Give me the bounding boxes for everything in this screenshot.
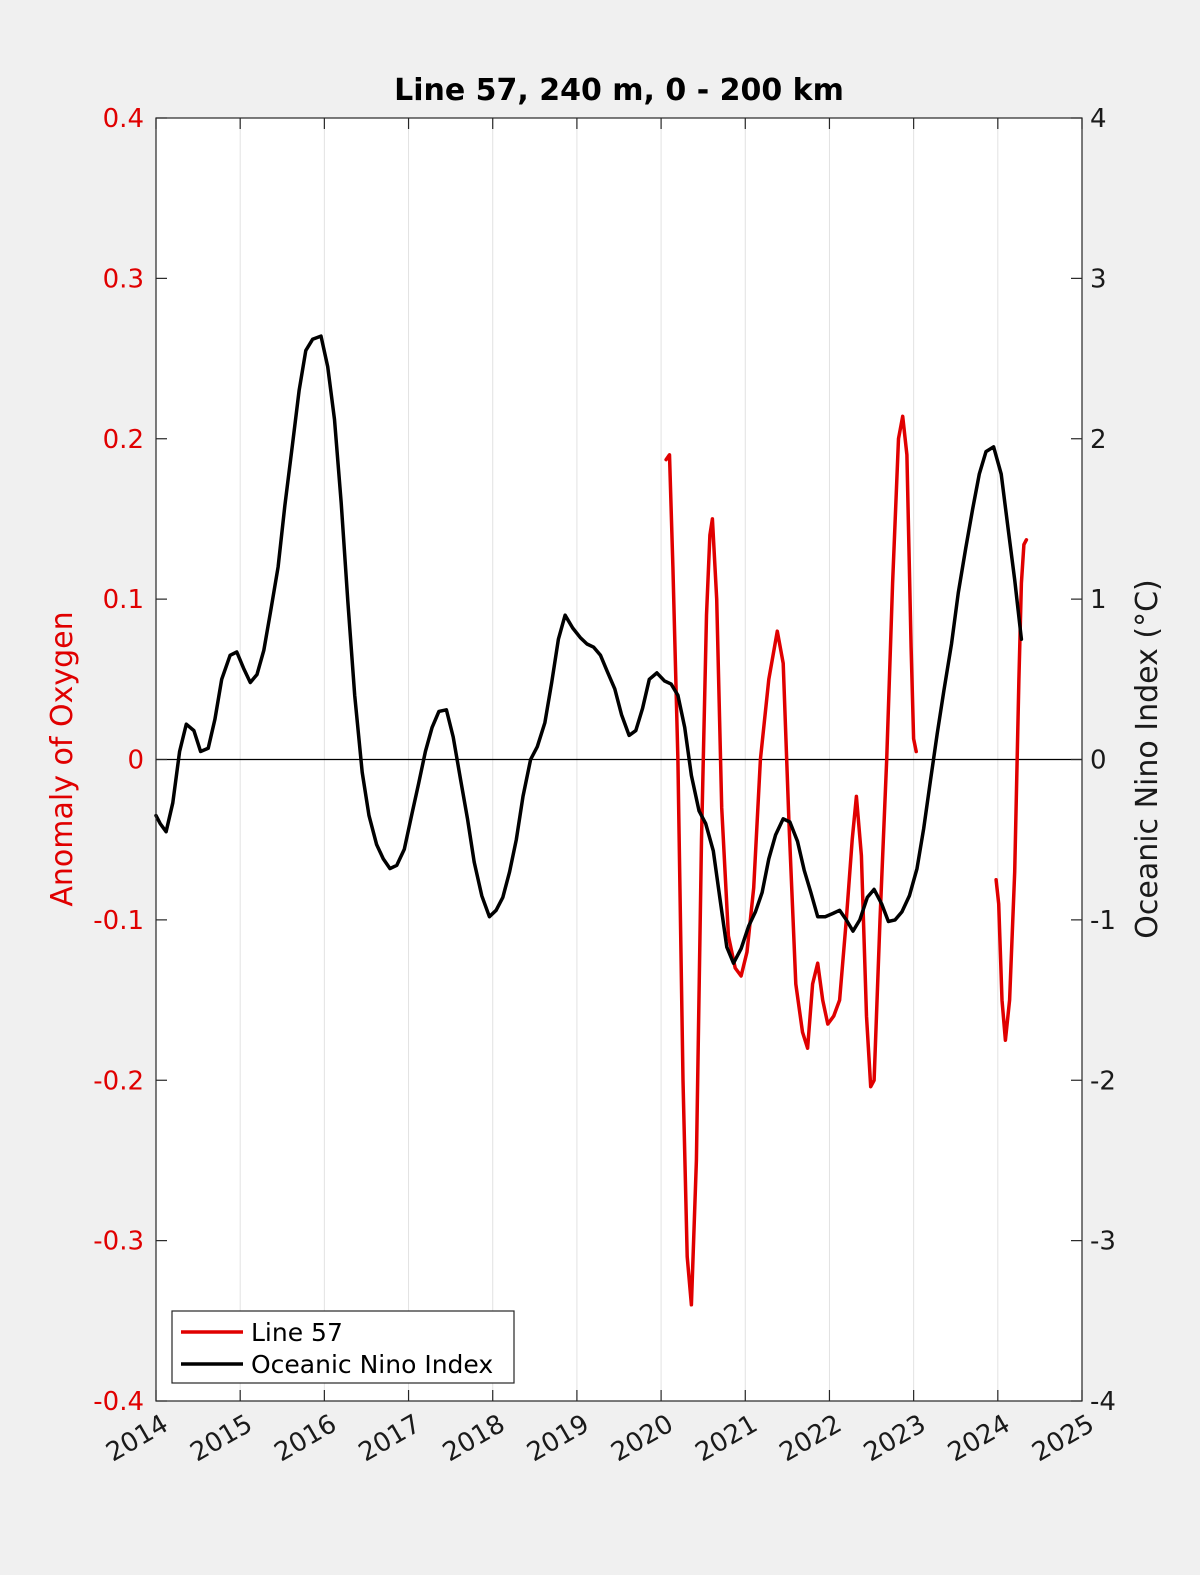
x-tick-label: 2024 [943, 1409, 1015, 1468]
y-axis-left-label: Anomaly of Oxygen [45, 611, 80, 906]
series-line-line-57-0 [664, 414, 918, 1307]
y-right-tick-label: 2 [1090, 425, 1107, 455]
legend: Line 57 Oceanic Nino Index [171, 1310, 515, 1384]
y-right-tick-label: -4 [1090, 1387, 1116, 1417]
x-tick-label: 2016 [270, 1409, 342, 1468]
legend-box [171, 1310, 515, 1384]
y-left-tick-label: -0.2 [93, 1066, 144, 1096]
y-right-tick-label: 3 [1090, 264, 1107, 294]
y-axis-right-label: Oceanic Nino Index (°C) [1130, 579, 1165, 939]
x-tick-label: 2014 [101, 1409, 173, 1468]
right-tick-labels: -4 -3 -2 -1 0 1 2 3 4 [1090, 104, 1116, 1417]
tick-marks [155, 117, 1083, 1402]
y-right-tick-label: 1 [1090, 585, 1107, 615]
x-tick-label: 2019 [522, 1409, 594, 1468]
x-tick-label: 2023 [859, 1409, 931, 1468]
y-left-tick-label: 0.2 [103, 425, 144, 455]
x-tick-labels: 2014 2015 2016 2017 2018 2019 2020 2021 2022 2023… [101, 1409, 1099, 1468]
y-right-tick-label: -3 [1090, 1227, 1116, 1257]
y-left-tick-label: 0.4 [103, 104, 144, 134]
legend-label-oni: Oceanic Nino Index [251, 1350, 493, 1379]
x-tick-label: 2017 [354, 1409, 426, 1468]
y-left-tick-label: -0.3 [93, 1227, 144, 1257]
chart-title: Line 57, 240 m, 0 - 200 km [394, 73, 844, 108]
x-tick-label: 2020 [606, 1409, 678, 1468]
y-right-tick-label: 4 [1090, 104, 1107, 134]
series-line-line-57-1 [994, 538, 1029, 1042]
x-tick-label: 2015 [185, 1409, 257, 1468]
left-tick-labels: -0.4 -0.3 -0.2 -0.1 0 0.1 0.2 0.3 0.4 [93, 104, 144, 1417]
y-left-tick-label: -0.1 [93, 906, 144, 936]
x-tick-label: 2018 [438, 1409, 510, 1468]
x-tick-label: 2022 [775, 1409, 847, 1468]
y-right-tick-label: -2 [1090, 1066, 1116, 1096]
y-left-tick-label: 0 [127, 746, 144, 776]
legend-label-line-57: Line 57 [251, 1318, 343, 1347]
y-left-tick-label: 0.1 [103, 585, 144, 615]
x-tick-label: 2021 [690, 1409, 762, 1468]
y-right-tick-label: 0 [1090, 746, 1107, 776]
y-left-tick-label: -0.4 [93, 1387, 144, 1417]
y-right-tick-label: -1 [1090, 906, 1116, 936]
x-tick-label: 2025 [1027, 1409, 1099, 1468]
y-left-tick-label: 0.3 [103, 264, 144, 294]
series-line-oceanic-nino-index-0 [154, 334, 1024, 965]
series-layer [154, 334, 1029, 1307]
